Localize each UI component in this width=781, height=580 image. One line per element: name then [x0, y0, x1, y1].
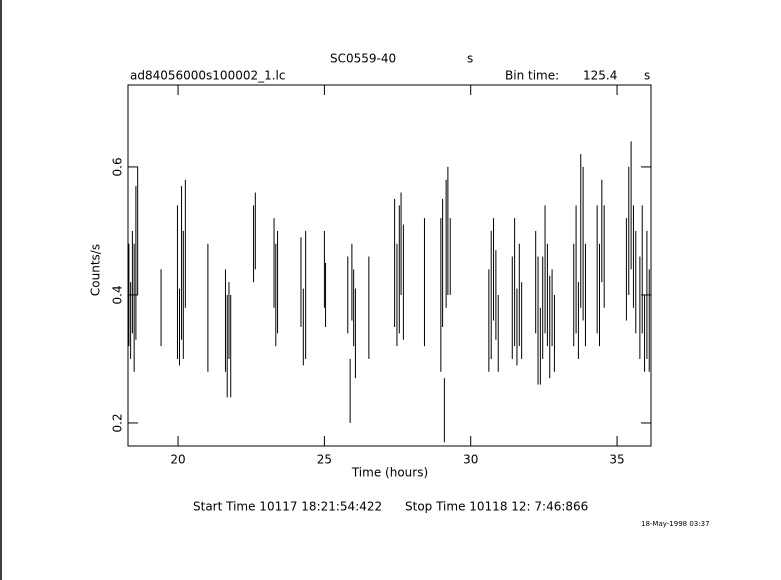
y-tick-label: 0.4: [111, 285, 125, 304]
file-name: ad84056000s100002_1.lc: [130, 69, 286, 83]
stop-time: Stop Time 10118 12: 7:46:866: [405, 500, 588, 514]
x-axis-label: Time (hours): [351, 466, 428, 480]
start-time: Start Time 10117 18:21:54:422: [193, 500, 382, 514]
date: 18-May-1998 03:37: [641, 520, 710, 528]
x-tick-label: 25: [317, 453, 332, 467]
chart-title: SC0559-40: [330, 52, 396, 66]
y-axis-label: Counts/s: [89, 244, 103, 296]
y-tick-label: 0.6: [111, 157, 125, 176]
plot-frame: [127, 84, 652, 447]
title-unit: s: [467, 52, 473, 66]
bin-time-unit: s: [644, 69, 650, 83]
x-tick-label: 30: [463, 453, 478, 467]
bin-time: 125.4: [583, 69, 617, 83]
x-tick-label: 20: [170, 453, 185, 467]
y-tick-label: 0.2: [111, 413, 125, 432]
bin-time-label: Bin time:: [505, 69, 559, 83]
x-tick-label: 35: [609, 453, 624, 467]
